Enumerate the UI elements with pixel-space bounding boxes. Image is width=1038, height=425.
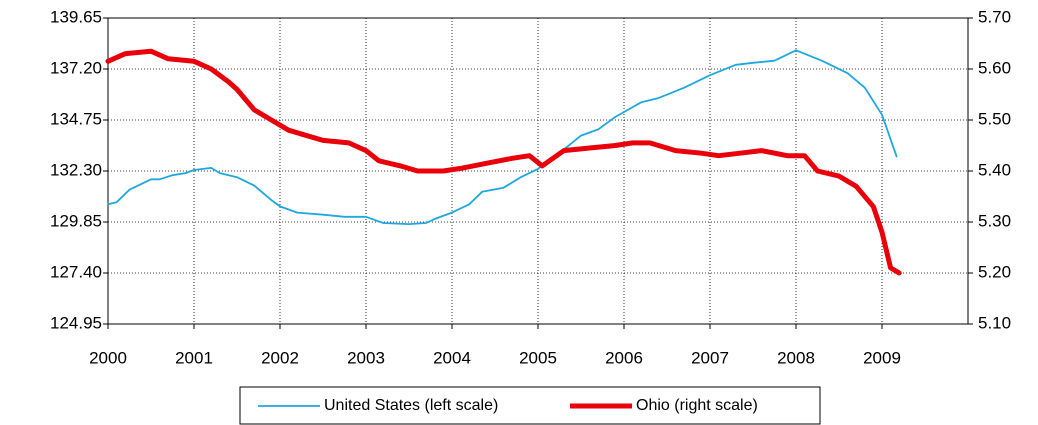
legend-label: Ohio (right scale) [636, 397, 758, 414]
x-tick-label: 2009 [863, 348, 901, 367]
x-tick-label: 2008 [777, 348, 815, 367]
y2-tick-label: 5.70 [978, 7, 1011, 26]
legend-box [239, 386, 821, 425]
x-tick-label: 2006 [605, 348, 643, 367]
x-tick-label: 2002 [261, 348, 299, 367]
x-tick-label: 2000 [89, 348, 127, 367]
x-tick-label: 2005 [519, 348, 557, 367]
y2-tick-label: 5.40 [978, 160, 1011, 179]
x-tick-label: 2001 [175, 348, 213, 367]
y-tick-label: 139.65 [50, 7, 102, 26]
y-tick-label: 134.75 [50, 109, 102, 128]
y2-tick-label: 5.20 [978, 262, 1011, 281]
series-line [105, 48, 902, 276]
legend: United States (left scale) Ohio (right sc… [239, 386, 821, 425]
y2-tick-label: 5.30 [978, 211, 1011, 230]
y-tick-label: 132.30 [50, 160, 102, 179]
x-tick-label: 2004 [433, 348, 471, 367]
y-tick-label: 137.20 [50, 58, 102, 77]
x-tick-label: 2003 [347, 348, 385, 367]
y2-tick-label: 5.50 [978, 109, 1011, 128]
y-tick-label: 129.85 [50, 211, 102, 230]
y-tick-label: 127.40 [50, 262, 102, 281]
x-tick-label: 2007 [691, 348, 729, 367]
y-tick-label: 124.95 [50, 313, 102, 332]
y2-tick-label: 5.60 [978, 58, 1011, 77]
y2-tick-label: 5.10 [978, 313, 1011, 332]
legend-label: United States (left scale) [324, 397, 498, 414]
series-line [107, 49, 898, 225]
